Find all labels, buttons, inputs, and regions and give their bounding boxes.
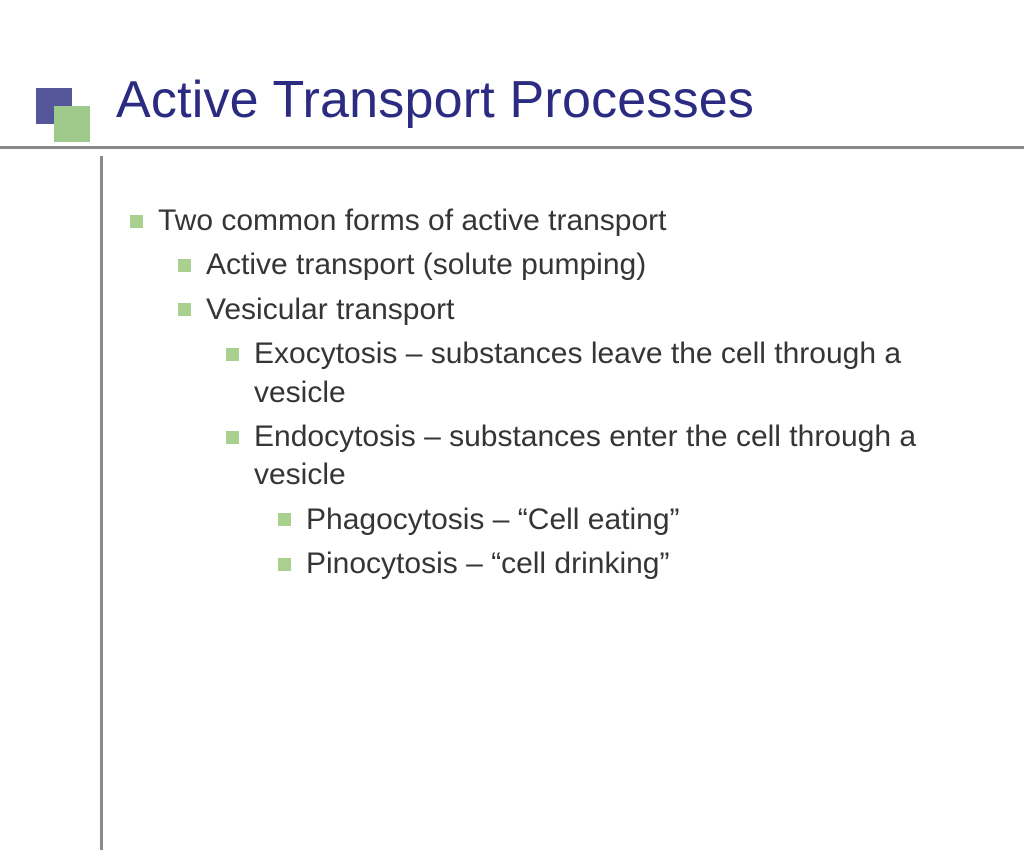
list-item: Vesicular transport — [172, 291, 964, 329]
list-item-text: Pinocytosis – “cell drinking” — [306, 547, 669, 580]
slide-title: Active Transport Processes — [116, 70, 754, 130]
list-item: Active transport (solute pumping) — [172, 246, 964, 284]
deco-vertical-line — [100, 156, 103, 850]
title-decoration — [36, 88, 96, 148]
deco-square-front — [54, 106, 90, 142]
list-item-text: Vesicular transport — [206, 293, 454, 326]
bullet-list: Two common forms of active transport Act… — [124, 202, 964, 584]
list-item-text: Phagocytosis – “Cell eating” — [306, 503, 680, 536]
list-item-text: Exocytosis – substances leave the cell t… — [254, 337, 901, 408]
list-item-text: Endocytosis – substances enter the cell … — [254, 420, 916, 491]
list-item: Exocytosis – substances leave the cell t… — [220, 335, 964, 412]
list-item: Pinocytosis – “cell drinking” — [272, 545, 964, 583]
slide-body: Two common forms of active transport Act… — [124, 196, 964, 584]
list-item: Two common forms of active transport — [124, 202, 964, 240]
list-item-text: Two common forms of active transport — [158, 204, 667, 237]
list-item: Phagocytosis – “Cell eating” — [272, 501, 964, 539]
deco-horizontal-line — [0, 146, 1024, 149]
list-item: Endocytosis – substances enter the cell … — [220, 418, 964, 495]
list-item-text: Active transport (solute pumping) — [206, 248, 646, 281]
